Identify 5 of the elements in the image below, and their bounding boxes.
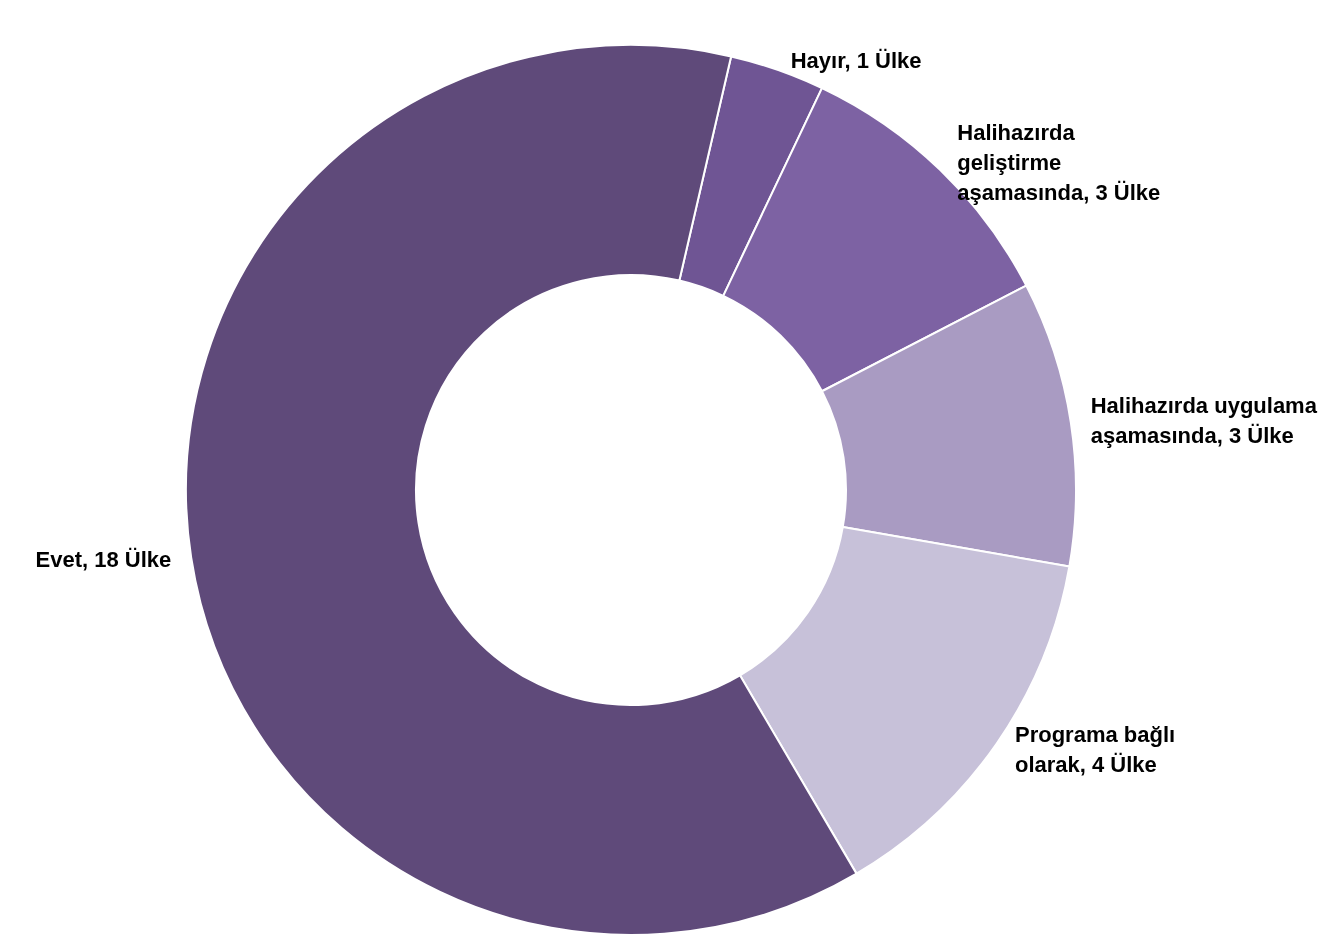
slice-label: Halihazırda geliştirme aşamasında, 3 Ülke <box>957 120 1161 206</box>
slice-label: Hayır, 1 Ülke <box>790 47 922 73</box>
slice-label: Evet, 18 Ülke <box>35 546 172 572</box>
slice-label: Programa bağlı olarak, 4 Ülke <box>1014 721 1182 777</box>
slice-label: Halihazırda uygulama aşamasında, 3 Ülke <box>1090 393 1323 449</box>
